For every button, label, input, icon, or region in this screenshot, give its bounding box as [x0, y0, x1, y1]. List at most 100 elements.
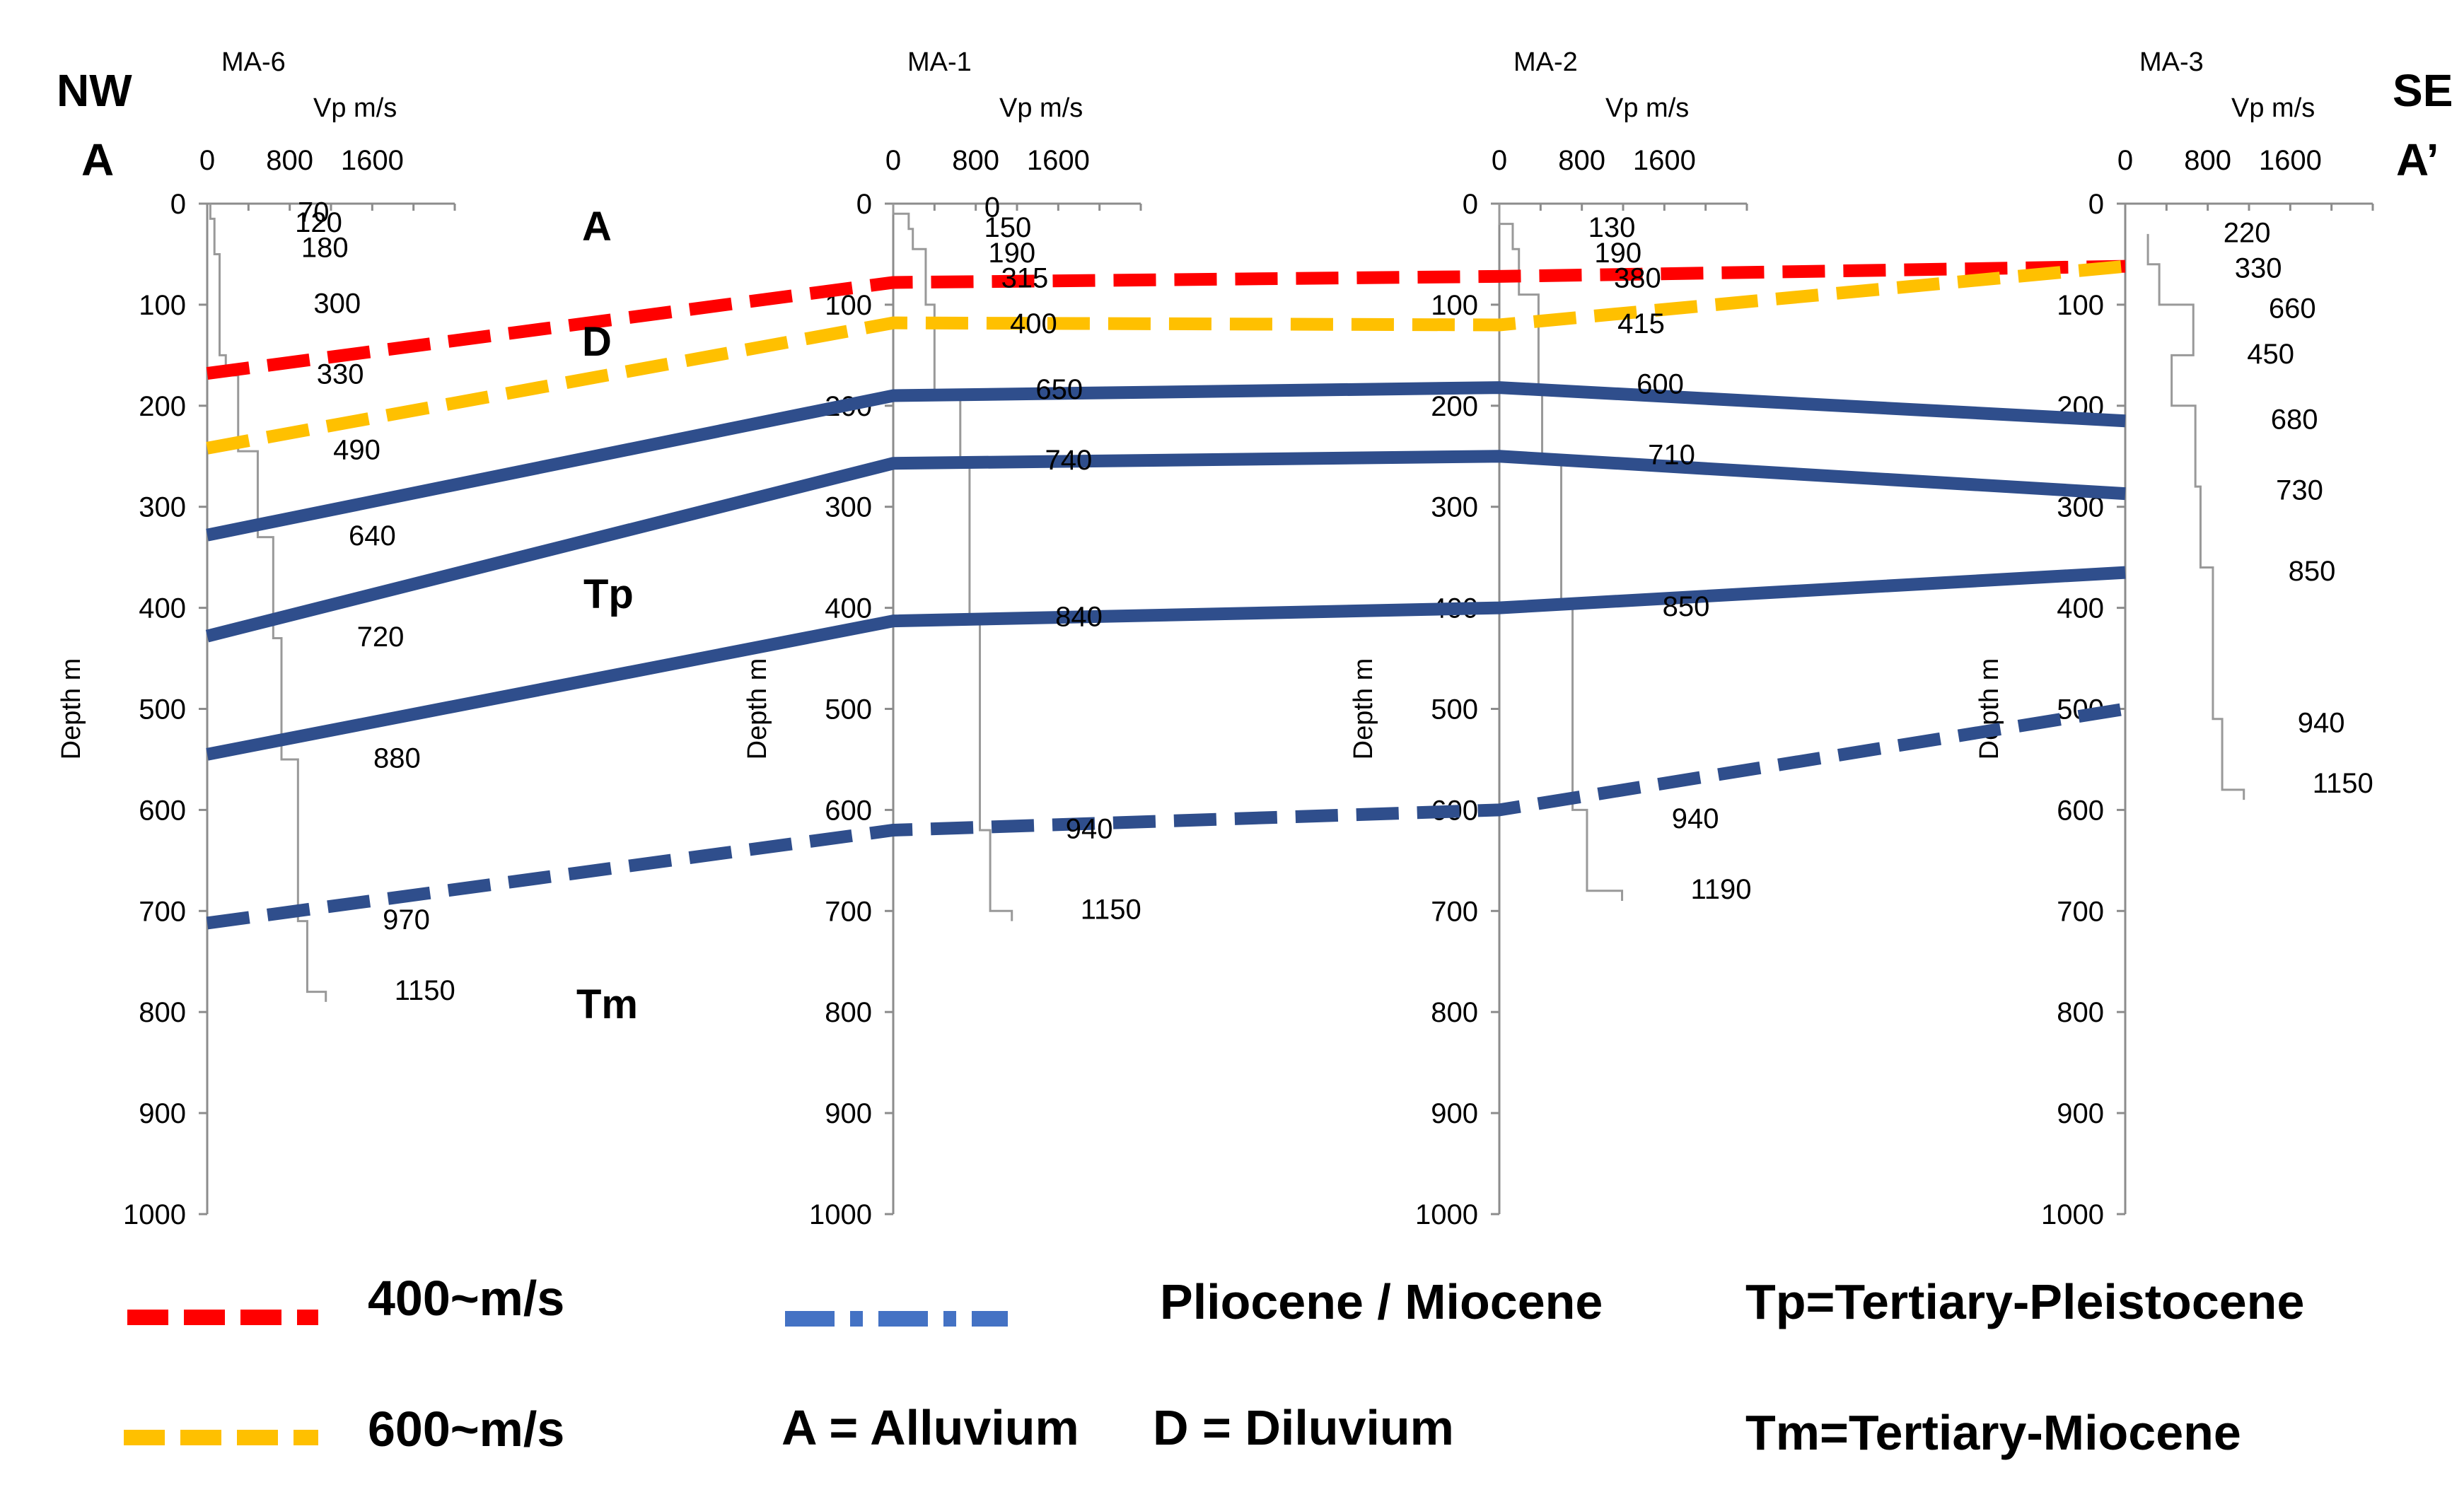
depth-tick-label: 600	[2057, 795, 2104, 826]
velocity-label: 850	[2289, 556, 2336, 587]
vp-axis-title: Vp m/s	[999, 93, 1083, 123]
depth-axis-title: Depth m	[57, 658, 86, 760]
legend-note-alluvium: A = Alluvium	[781, 1400, 1079, 1455]
velocity-label: 720	[357, 622, 405, 653]
boundary-pliocene-miocene	[206, 702, 2127, 930]
vp-tick-label: 1600	[2259, 145, 2322, 176]
depth-tick-label: 600	[139, 795, 186, 826]
depth-tick-label: 900	[825, 1098, 872, 1129]
depth-tick-label: 0	[856, 189, 872, 220]
velocity-label: 190	[988, 238, 1035, 269]
depth-tick-label: 800	[2057, 997, 2104, 1028]
velocity-label: 450	[2247, 339, 2294, 370]
velocity-label: 400	[1010, 308, 1057, 339]
end-label-a-prime: A’	[2396, 134, 2439, 185]
unit-label-alluvium: A	[582, 204, 612, 250]
velocity-label: 850	[1663, 591, 1710, 622]
velocity-profile-ma-3	[2146, 233, 2245, 800]
depth-tick-label: 800	[139, 997, 186, 1028]
end-label-nw: NW	[57, 65, 132, 116]
velocity-label: 940	[1066, 813, 1113, 844]
depth-tick-label: 300	[1431, 492, 1478, 523]
end-label-se: SE	[2393, 65, 2453, 116]
velocity-label: 1150	[395, 975, 455, 1006]
velocity-label: 970	[383, 904, 430, 936]
velocity-label: 880	[373, 742, 421, 774]
legend-note-tm: Tm=Tertiary-Miocene	[1745, 1405, 2241, 1460]
legend-note-tp: Tp=Tertiary-Pleistocene	[1745, 1274, 2304, 1329]
velocity-label: 640	[349, 520, 396, 552]
boundary-600-m-s	[206, 260, 2126, 455]
vp-axis-title: Vp m/s	[313, 93, 397, 123]
vp-tick-label: 0	[885, 145, 901, 176]
depth-tick-label: 800	[825, 997, 872, 1028]
velocity-label: 380	[1614, 263, 1661, 294]
velocity-label: 840	[1055, 601, 1103, 632]
velocity-label: 190	[1594, 238, 1641, 269]
velocity-label: 1190	[1691, 874, 1752, 905]
velocity-label: 180	[301, 233, 349, 264]
depth-tick-label: 400	[139, 593, 186, 624]
depth-tick-label: 600	[825, 795, 872, 826]
end-label-a: A	[81, 134, 114, 185]
depth-tick-label: 200	[139, 391, 186, 422]
depth-tick-label: 900	[1431, 1098, 1478, 1129]
depth-tick-label: 100	[1431, 290, 1478, 321]
velocity-label: 490	[333, 435, 380, 466]
depth-tick-label: 300	[825, 492, 872, 523]
well-name-ma-6: MA-6	[221, 47, 286, 77]
velocity-label: 300	[313, 288, 361, 319]
depth-tick-label: 400	[825, 593, 872, 624]
velocity-label: 415	[1617, 308, 1665, 339]
velocity-profile-ma-2	[1498, 204, 1624, 902]
depth-tick-label: 500	[825, 694, 872, 725]
vp-tick-label: 0	[1492, 145, 1507, 176]
depth-tick-label: 100	[2057, 290, 2104, 321]
legend-label-400: 400~m/s	[368, 1271, 564, 1326]
velocity-label: 70	[298, 197, 330, 228]
velocity-label: 0	[984, 192, 1000, 223]
depth-tick-label: 700	[825, 896, 872, 927]
depth-tick-label: 800	[1431, 997, 1478, 1028]
unit-label-tp: Tp	[583, 571, 634, 617]
depth-tick-label: 1000	[123, 1199, 186, 1230]
depth-tick-label: 700	[2057, 896, 2104, 927]
boundary-400-m-s	[206, 260, 2126, 380]
legend: 400~m/s 600~m/s Pliocene / Miocene A = A…	[124, 1271, 2304, 1460]
depth-tick-label: 0	[1463, 189, 1478, 220]
boundary-horizon-3	[206, 566, 2126, 761]
velocity-label: 1150	[2313, 768, 2373, 799]
velocity-label: 940	[1672, 803, 1719, 834]
depth-tick-label: 700	[139, 896, 186, 927]
depth-tick-label: 200	[1431, 391, 1478, 422]
velocity-label: 315	[1001, 263, 1049, 294]
velocity-label: 130	[1588, 212, 1636, 243]
depth-tick-label: 300	[139, 492, 186, 523]
depth-tick-label: 700	[1431, 896, 1478, 927]
unit-label-tm: Tm	[576, 981, 638, 1027]
boundary-horizon-2	[205, 450, 2126, 643]
depth-tick-label: 500	[139, 694, 186, 725]
depth-tick-label: 1000	[1415, 1199, 1478, 1230]
depth-tick-label: 0	[170, 189, 186, 220]
velocity-label: 680	[2271, 404, 2318, 436]
velocity-labels: 7012018030033049064072088097011500150190…	[295, 192, 2373, 1006]
legend-note-diluvium: D = Diluvium	[1153, 1400, 1454, 1455]
layer-boundaries	[205, 260, 2127, 930]
depth-axis-title: Depth m	[1975, 658, 2004, 760]
velocity-label: 940	[2298, 707, 2345, 738]
velocity-label: 710	[1648, 440, 1695, 471]
depth-tick-label: 400	[2057, 593, 2104, 624]
depth-axis-title: Depth m	[743, 658, 772, 760]
well-name-ma-2: MA-2	[1513, 47, 1578, 77]
depth-tick-label: 100	[139, 290, 186, 321]
legend-label-600: 600~m/s	[368, 1401, 564, 1457]
vp-tick-label: 1600	[341, 145, 404, 176]
depth-tick-label: 1000	[2041, 1199, 2104, 1230]
legend-label-pliocene: Pliocene / Miocene	[1160, 1274, 1603, 1329]
depth-tick-label: 900	[2057, 1098, 2104, 1129]
vp-tick-label: 0	[199, 145, 215, 176]
velocity-profile-ma-6	[209, 204, 327, 1002]
